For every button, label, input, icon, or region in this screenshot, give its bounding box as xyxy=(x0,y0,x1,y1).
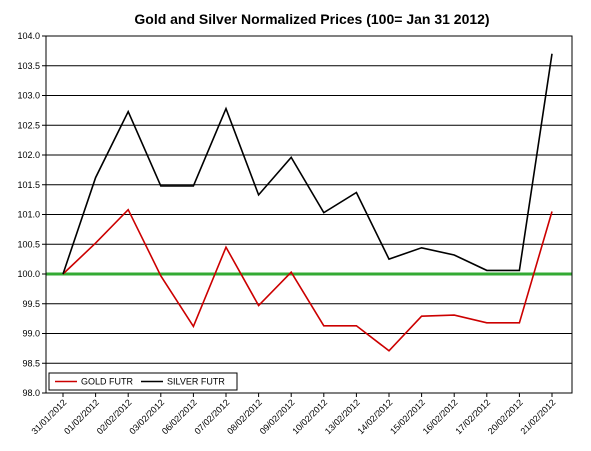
series-lines xyxy=(62,53,553,352)
x-axis: 31/01/201201/02/201202/02/201203/02/2012… xyxy=(29,393,557,436)
plot-area-border xyxy=(45,35,573,394)
x-tick-label: 21/02/2012 xyxy=(518,397,557,436)
gold-series-line xyxy=(62,208,553,352)
silver-series-line xyxy=(62,53,553,275)
y-tick-label: 103.5 xyxy=(17,61,40,71)
y-tick-label: 101.5 xyxy=(17,180,40,190)
legend-label-silver: SILVER FUTR xyxy=(167,377,225,387)
legend-label-gold: GOLD FUTR xyxy=(81,377,134,387)
y-tick-label: 103.0 xyxy=(17,91,40,101)
y-tick-label: 102.0 xyxy=(17,150,40,160)
y-axis: 98.0 98.5 99.0 99.5 100.0 100.5 101.0 101.5 102.… xyxy=(17,31,46,398)
y-tick-label: 101.0 xyxy=(17,210,40,220)
y-tick-label: 99.0 xyxy=(22,329,40,339)
legend: GOLD FUTR SILVER FUTR xyxy=(48,372,238,391)
y-tick-label: 98.5 xyxy=(22,358,40,368)
y-tick-label: 100.5 xyxy=(17,239,40,249)
y-tick-label: 102.5 xyxy=(17,120,40,130)
chart-title: Gold and Silver Normalized Prices (100= … xyxy=(134,11,489,27)
y-tick-label: 99.5 xyxy=(22,299,40,309)
y-tick-label: 98.0 xyxy=(22,388,40,398)
grid-lines xyxy=(46,35,572,394)
y-tick-label: 104.0 xyxy=(17,31,40,41)
y-tick-label: 100.0 xyxy=(17,269,40,279)
